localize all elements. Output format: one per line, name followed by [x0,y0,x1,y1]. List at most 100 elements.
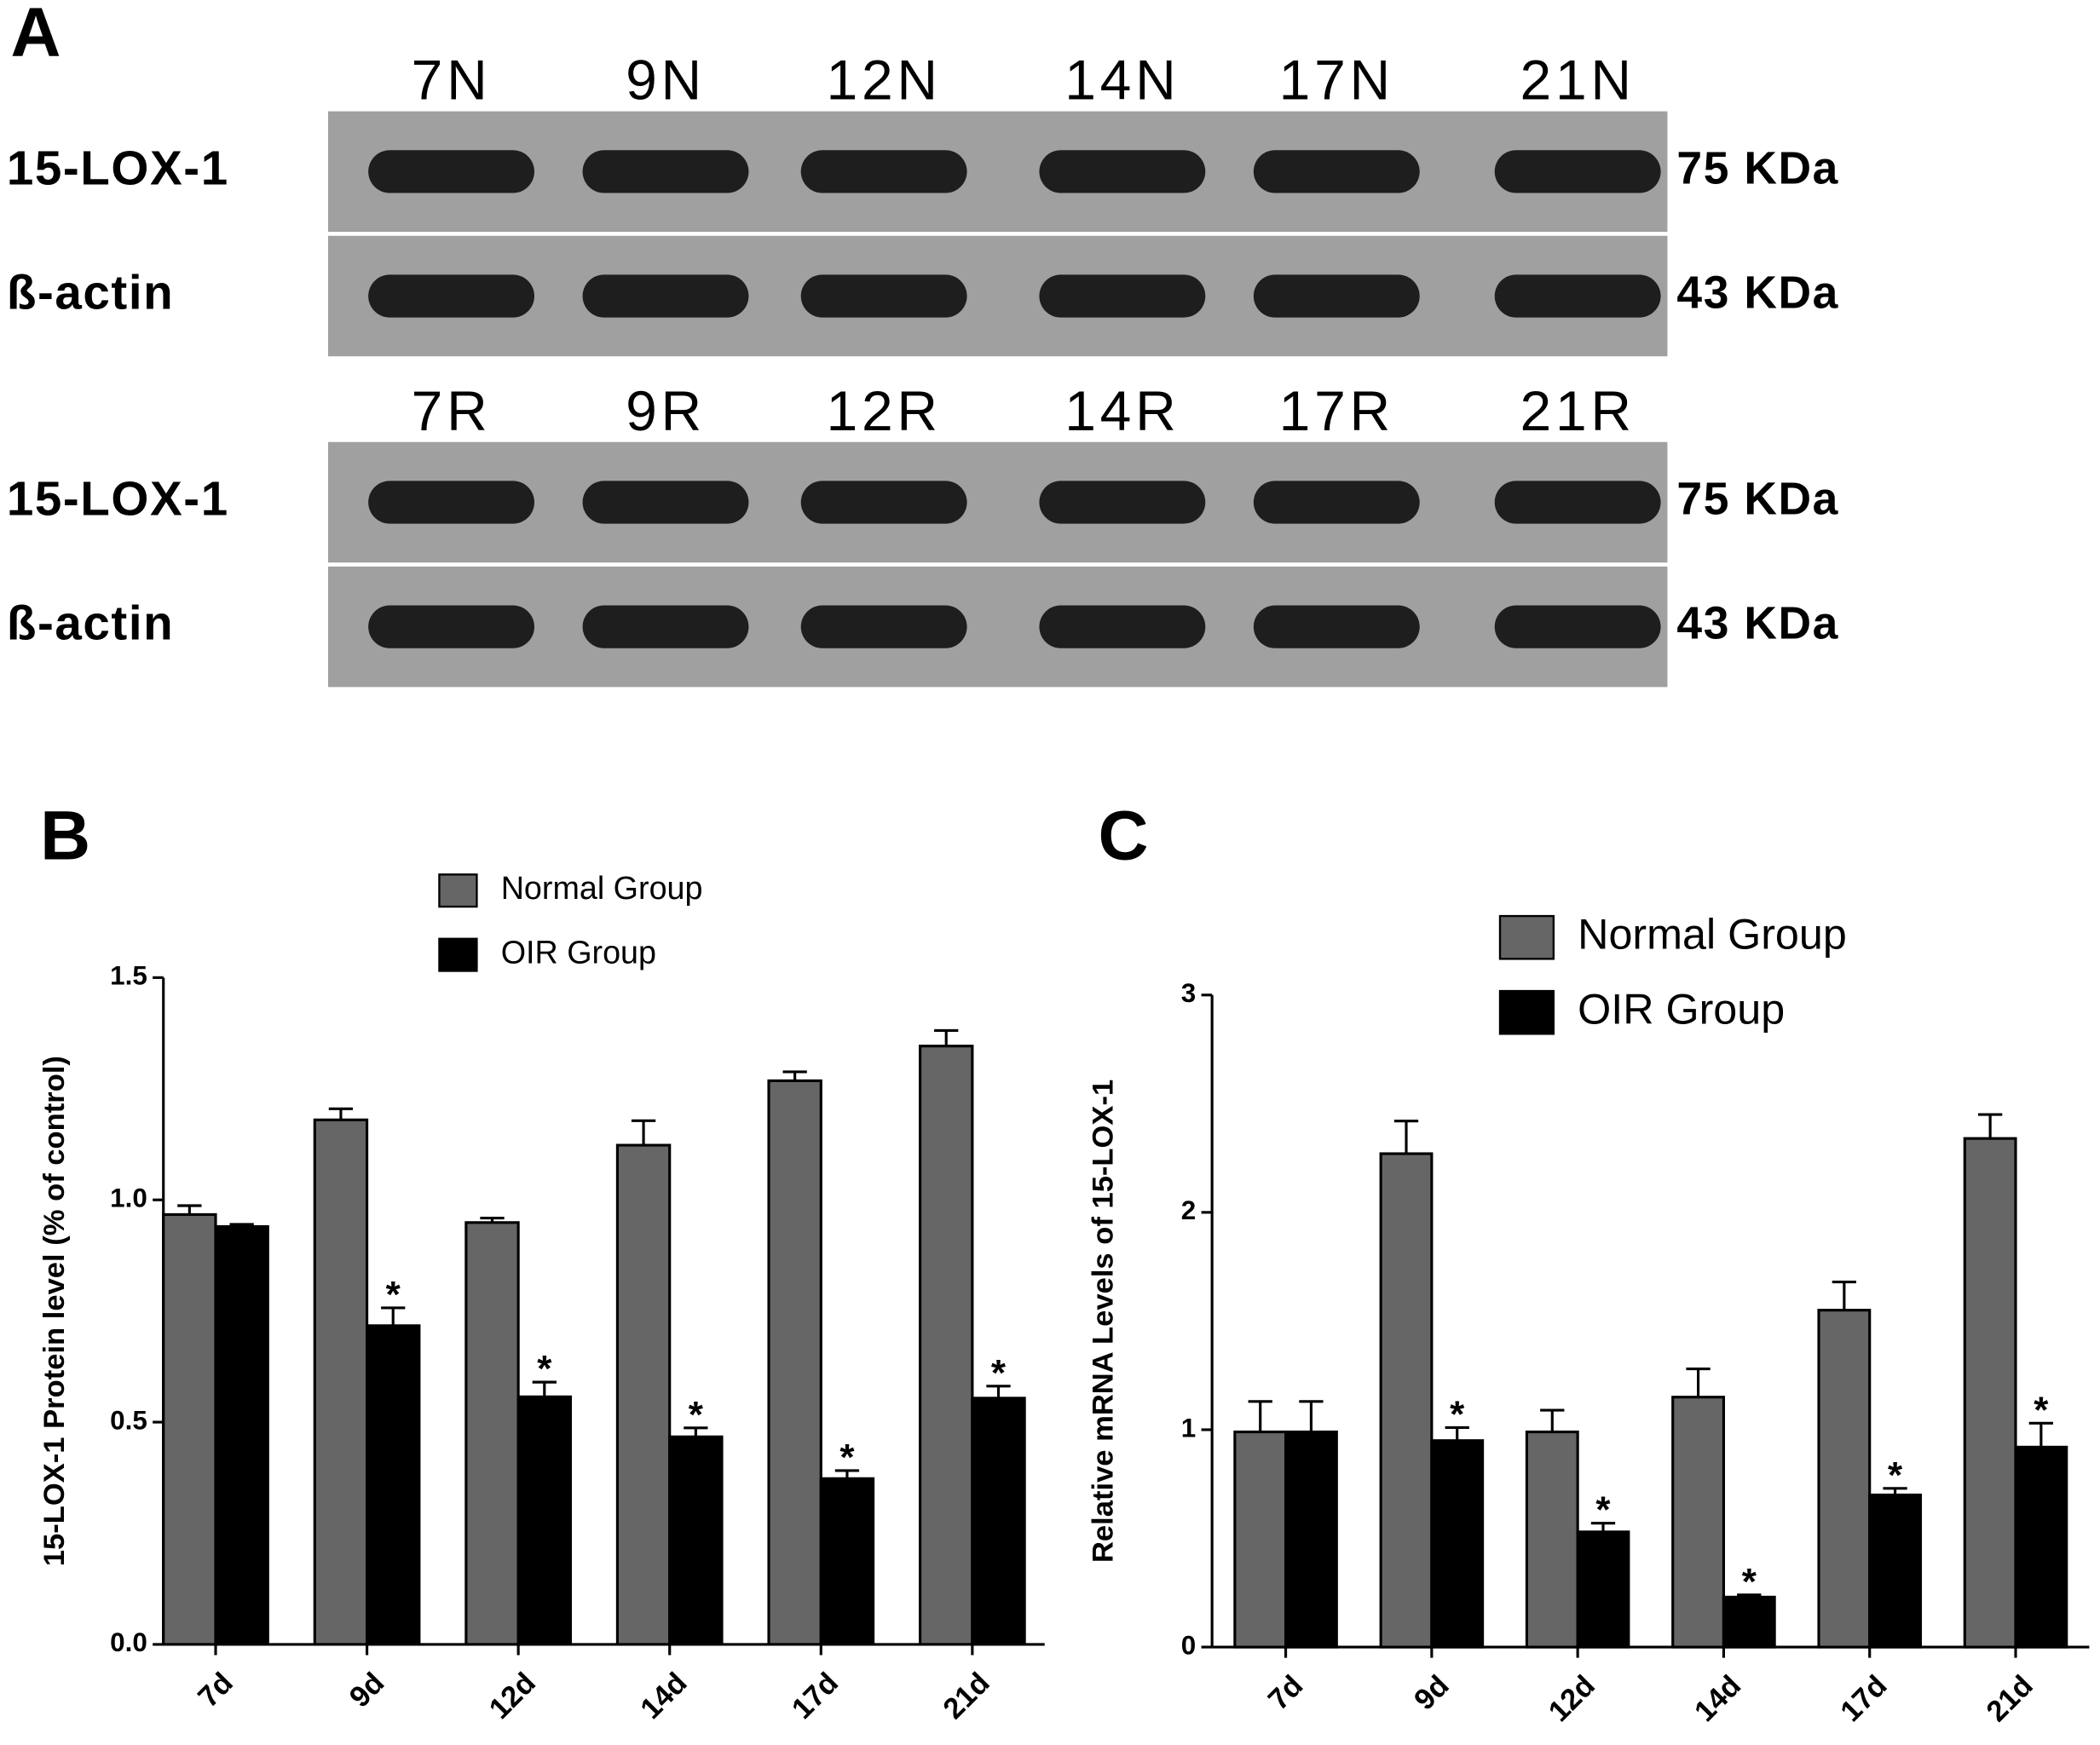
blot-band [800,274,967,318]
bar [668,1435,724,1646]
panel-label: C [1099,798,1149,875]
x-tick-label: 21d [1981,1669,2039,1728]
blot-band [1039,605,1206,648]
lane-label: 12N [827,49,942,112]
y-tick-label: 0 [1181,1630,1196,1660]
x-tick-label: 9d [343,1667,390,1713]
bar [615,1143,672,1646]
lane-label: 7R [412,379,492,442]
panel-label: B [40,798,90,875]
significance-mark: * [991,1352,1007,1394]
bar [464,1221,520,1646]
blot-band [368,150,534,193]
significance-mark: * [689,1394,704,1436]
row-label: ß-actin [7,596,174,650]
size-label: 43 KDa [1676,268,1839,319]
blot-strip [328,441,1668,563]
lane-label: 21R [1520,379,1636,442]
blot-band [582,605,749,648]
bar [1576,1530,1630,1649]
bar [516,1395,572,1646]
legend-label: Normal Group [501,870,703,906]
significance-mark: * [537,1348,552,1390]
y-tick-label: 1.5 [110,961,147,991]
x-tick-label: 17d [1835,1669,1894,1728]
y-axis-label: Relative mRNA Levels of 15-LOX-1 [1088,1080,1120,1563]
x-tick-label: 12d [1543,1669,1601,1728]
bar [214,1224,269,1646]
blot-strip [328,566,1668,688]
x-tick-label: 14d [635,1667,694,1725]
significance-mark: * [839,1437,855,1478]
blot-strip [328,111,1668,233]
y-tick-label: 1.0 [110,1183,147,1213]
legend-swatch [1498,989,1555,1035]
bar [1817,1309,1872,1649]
bar [1284,1430,1338,1649]
row-label: ß-actin [7,265,174,319]
blot-band [1039,150,1206,193]
bar [366,1324,421,1646]
blot-band [800,150,967,193]
bar [162,1212,217,1646]
bar [1671,1396,1725,1649]
x-tick-label: 9d [1408,1669,1455,1716]
lane-label: 17N [1279,49,1394,112]
legend-label: Normal Group [1578,909,1847,958]
blot-band [1253,481,1420,524]
y-tick-label: 2 [1181,1195,1196,1225]
y-tick-label: 1 [1181,1413,1196,1443]
legend-swatch [438,937,478,972]
size-label: 43 KDa [1676,599,1839,649]
y-tick-label: 0.0 [110,1627,147,1657]
legend-label: OIR Group [1578,984,1785,1033]
blot-band [1039,274,1206,318]
significance-mark: * [1742,1561,1757,1603]
blot-band [1253,274,1420,318]
bar [2014,1445,2068,1649]
bar [1379,1152,1434,1649]
blot-band [1494,605,1661,648]
x-tick-label: 7d [1262,1669,1309,1716]
blot-band [1494,274,1661,318]
blot-band [1039,481,1206,524]
blot-band [582,481,749,524]
bar [1963,1137,2017,1649]
blot-band [368,274,534,318]
blot-band [368,481,534,524]
lane-label: 9R [626,379,706,442]
row-label: 15-LOX-1 [7,141,229,194]
blot-band [800,481,967,524]
bar [1233,1430,1288,1649]
significance-mark: * [2034,1389,2049,1431]
bar [1525,1430,1579,1649]
x-tick-label: 7d [192,1667,239,1713]
lane-label: 14R [1064,379,1180,442]
size-label: 75 KDa [1676,475,1839,525]
bar [767,1079,822,1646]
legend-swatch [438,873,478,908]
blot-band [582,150,749,193]
size-label: 75 KDa [1676,143,1839,193]
lane-label: 12R [827,379,942,442]
x-tick-label: 21d [938,1667,996,1725]
bar [1868,1493,1922,1649]
y-tick-label: 3 [1181,978,1196,1008]
panel-label: A [11,0,61,72]
bar [1722,1595,1776,1649]
significance-mark: * [1595,1489,1611,1531]
y-tick-label: 0.5 [110,1405,147,1435]
blot-band [368,605,534,648]
blot-band [1253,605,1420,648]
blot-band [1253,150,1420,193]
blot-band [582,274,749,318]
lane-label: 7N [412,49,492,112]
legend-label: OIR Group [501,935,656,970]
bar [1430,1439,1485,1649]
blot-band [800,605,967,648]
bar [819,1477,875,1646]
legend-swatch [1498,914,1555,960]
significance-mark: * [1450,1393,1465,1435]
x-tick-label: 12d [483,1667,542,1725]
